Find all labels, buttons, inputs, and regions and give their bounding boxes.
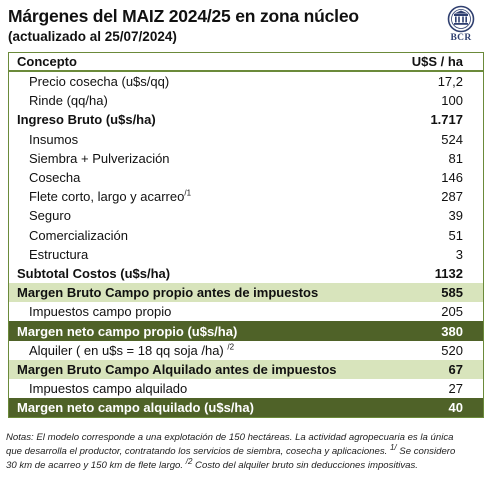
row-value: 205	[441, 304, 463, 320]
row-value: 17,2	[437, 74, 463, 90]
table-header: Concepto U$S / ha	[9, 53, 483, 72]
row-value: 39	[448, 208, 463, 224]
footnote-text: Se considero	[396, 446, 456, 458]
row-value: 3	[455, 246, 463, 262]
row-value: 520	[441, 342, 463, 358]
table-row: Insumos 524	[9, 130, 483, 149]
row-value: 40	[448, 400, 463, 416]
row-label-with-note: Flete corto, largo y acarreo/1	[17, 189, 191, 204]
table-row-total: Subtotal Costos (u$s/ha) 1132	[9, 264, 483, 283]
table-row-result: Margen neto campo propio (u$s/ha) 380	[9, 321, 483, 341]
table-row: Siembra + Pulverización 81	[9, 149, 483, 168]
footnote-line: 30 km de acarreo y 150 km de flete largo…	[6, 457, 486, 473]
footnote-text: que desarrolla el productor, contratando…	[6, 446, 388, 458]
table-row: Impuestos campo propio 205	[9, 302, 483, 321]
row-value: 1.717	[430, 112, 463, 128]
row-label: Cosecha	[29, 170, 81, 186]
table-row-highlight: Margen Bruto Campo Alquilado antes de im…	[9, 359, 483, 379]
column-header-value: U$S / ha	[411, 54, 463, 69]
page-subtitle: (actualizado al 25/07/2024)	[8, 29, 177, 44]
row-label: Siembra + Pulverización	[29, 150, 170, 166]
table-row-result: Margen neto campo alquilado (u$s/ha) 40	[9, 398, 483, 418]
bcr-emblem-icon	[447, 5, 475, 33]
row-label: Margen Bruto Campo propio antes de impue…	[17, 285, 319, 301]
footnote-text: Costo del alquiler bruto sin deducciones…	[192, 460, 418, 472]
row-value: 585	[441, 285, 463, 301]
table-row: Alquiler ( en u$s = 18 qq soja /ha) /2 5…	[9, 341, 483, 360]
table-row-total: Ingreso Bruto (u$s/ha) 1.717	[9, 110, 483, 129]
footnote-line: que desarrolla el productor, contratando…	[6, 443, 486, 459]
row-value: 146	[441, 170, 463, 186]
footnotes: Notas: El modelo corresponde a una explo…	[6, 431, 486, 474]
footnote-text: 30 km de acarreo y 150 km de flete largo…	[6, 460, 184, 472]
table-row-highlight: Margen Bruto Campo propio antes de impue…	[9, 283, 483, 303]
row-label: Margen neto campo alquilado (u$s/ha)	[17, 400, 254, 416]
row-label-with-note: Alquiler ( en u$s = 18 qq soja /ha) /2	[17, 343, 234, 358]
row-label: Subtotal Costos (u$s/ha)	[17, 265, 171, 281]
row-label: Margen Bruto Campo Alquilado antes de im…	[17, 361, 337, 377]
row-value: 81	[448, 150, 463, 166]
footnote-marker: /2	[185, 457, 193, 467]
row-value: 287	[441, 189, 463, 205]
row-value: 380	[441, 323, 463, 339]
table-row: Cosecha 146	[9, 168, 483, 187]
row-value: 27	[448, 381, 463, 397]
logo-text: BCR	[450, 33, 472, 43]
row-value: 524	[441, 131, 463, 147]
row-label: Margen neto campo propio (u$s/ha)	[17, 323, 238, 339]
table-row: Rinde (qq/ha) 100	[9, 91, 483, 110]
footnote-marker: 1/	[389, 443, 397, 453]
row-label: Insumos	[29, 131, 79, 147]
row-label: Rinde (qq/ha)	[29, 93, 108, 109]
row-value: 67	[448, 361, 463, 377]
footnote-marker: /1	[184, 188, 192, 198]
row-label: Impuestos campo alquilado	[29, 381, 188, 397]
row-label: Comercialización	[29, 227, 128, 243]
footnote-marker: /2	[227, 342, 235, 352]
row-label: Estructura	[29, 246, 89, 262]
row-label: Seguro	[29, 208, 71, 224]
row-value: 1132	[434, 265, 463, 281]
table-row: Precio cosecha (u$s/qq) 17,2	[9, 72, 483, 91]
row-label: Flete corto, largo y acarreo	[29, 189, 185, 205]
table-row: Impuestos campo alquilado 27	[9, 379, 483, 398]
bcr-logo: BCR	[441, 5, 481, 45]
column-header-concept: Concepto	[17, 54, 77, 69]
row-value: 100	[441, 93, 463, 109]
row-value: 51	[448, 227, 463, 243]
row-label: Alquiler ( en u$s = 18 qq soja /ha)	[29, 342, 224, 358]
row-label: Precio cosecha (u$s/qq)	[29, 74, 170, 90]
footnote-line: Notas: El modelo corresponde a una explo…	[6, 432, 454, 443]
table-row: Comercialización 51	[9, 226, 483, 245]
table-row: Seguro 39	[9, 206, 483, 225]
row-label: Impuestos campo propio	[29, 304, 172, 320]
table-row: Estructura 3	[9, 245, 483, 264]
row-label: Ingreso Bruto (u$s/ha)	[17, 112, 156, 128]
margins-table: Concepto U$S / ha Precio cosecha (u$s/qq…	[8, 52, 484, 419]
page-title: Márgenes del MAIZ 2024/25 en zona núcleo	[8, 6, 359, 26]
table-row: Flete corto, largo y acarreo/1 287	[9, 187, 483, 206]
